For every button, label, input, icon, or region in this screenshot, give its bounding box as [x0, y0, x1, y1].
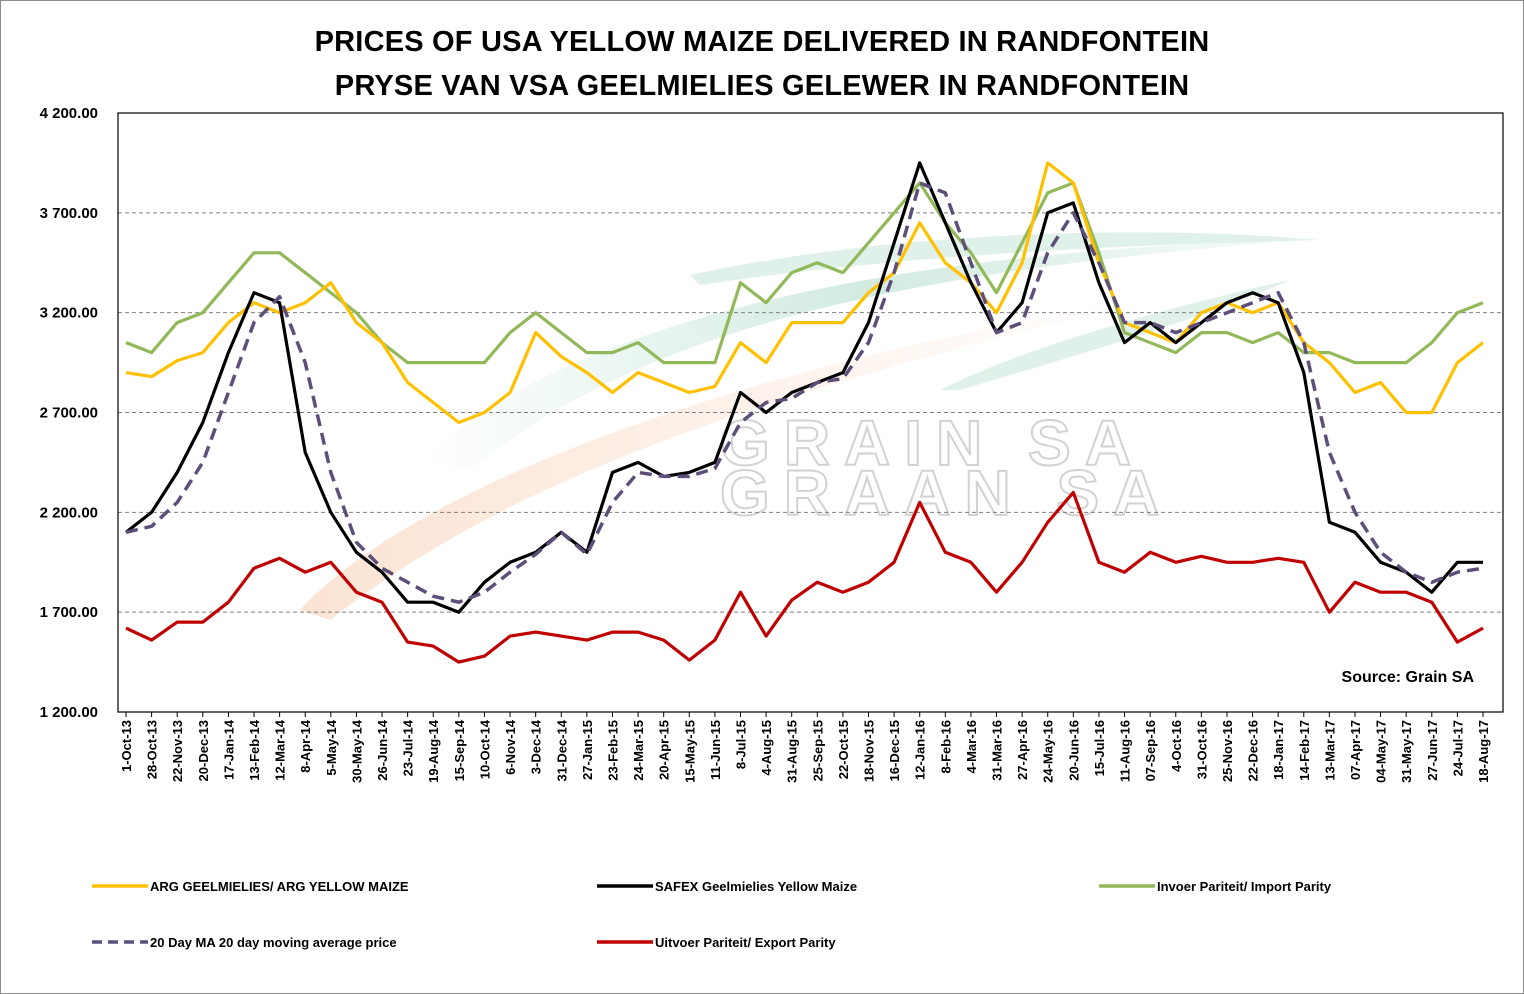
x-tick-label: 31-May-17	[1399, 720, 1414, 783]
x-tick-label: 4-Mar-16	[964, 720, 979, 773]
y-tick-label: 2 200.00	[40, 504, 98, 521]
x-tick-label: 28-Oct-13	[145, 720, 160, 779]
x-tick-label: 8-Jul-15	[733, 720, 748, 769]
series-line-3	[125, 181, 1484, 604]
series-lines	[125, 161, 1484, 664]
x-tick-label: 18-Aug-17	[1476, 720, 1491, 783]
source-label: Source: Grain SA	[1342, 669, 1475, 686]
legend-label: ARG GEELMIELIES/ ARG YELLOW MAIZE	[150, 878, 409, 894]
legend-swatch	[1099, 884, 1155, 888]
legend-label: Invoer Pariteit/ Import Parity	[1157, 878, 1332, 894]
x-tick-label: 18-Nov-15	[862, 720, 877, 782]
series-line-0	[125, 161, 1484, 425]
x-axis-ticks: 1-Oct-13 28-Oct-13 22-Nov-13 20-Dec-13 17-Ja…	[119, 712, 1491, 783]
x-tick-label: 10-Oct-14	[477, 719, 492, 779]
x-tick-label: 14-Feb-17	[1297, 720, 1312, 781]
x-tick-label: 23-Feb-15	[605, 720, 620, 781]
grain-sa-watermark: GRAIN SA GRAAN SA	[300, 232, 1320, 620]
legend-swatch	[597, 940, 653, 944]
legend-swatch	[597, 884, 653, 888]
x-tick-label: 22-Oct-15	[836, 720, 851, 779]
x-tick-label: 27-Apr-16	[1015, 720, 1030, 780]
x-tick-label: 25-Sep-15	[810, 720, 825, 781]
x-tick-label: 11-Jun-15	[708, 720, 723, 780]
x-tick-label: 8-Apr-14	[298, 719, 313, 773]
legend-item: ARG GEELMIELIES/ ARG YELLOW MAIZE	[90, 876, 409, 896]
x-tick-label: 23-Jul-14	[401, 719, 416, 776]
x-tick-label: 26-Jun-14	[375, 719, 390, 780]
x-tick-label: 4-Oct-16	[1169, 720, 1184, 772]
chart-title: PRICES OF USA YELLOW MAIZE DELIVERED IN …	[314, 26, 1210, 58]
plot-border	[117, 112, 1504, 713]
legend-label: Uitvoer Pariteit/ Export Parity	[655, 934, 836, 950]
x-tick-label: 6-Nov-14	[503, 719, 518, 775]
x-tick-label: 15-Jul-16	[1092, 720, 1107, 776]
legend-item: Invoer Pariteit/ Import Parity	[1097, 876, 1331, 896]
x-tick-label: 31-Dec-14	[554, 719, 569, 781]
x-tick-label: 27-Jan-15	[580, 720, 595, 780]
x-tick-label: 20-Dec-13	[196, 720, 211, 781]
x-tick-label: 25-Nov-16	[1220, 720, 1235, 782]
x-tick-label: 19-Aug-14	[426, 719, 441, 783]
x-tick-label: 24-May-16	[1041, 720, 1056, 783]
legend-item: 20 Day MA 20 day moving average price	[90, 932, 397, 952]
x-tick-label: 12-Mar-14	[273, 719, 288, 780]
y-tick-label: 4 200.00	[40, 105, 98, 122]
legend-swatch	[92, 884, 148, 888]
legend-label: SAFEX Geelmielies Yellow Maize	[655, 878, 858, 894]
x-tick-label: 11-Aug-16	[1118, 720, 1133, 782]
y-tick-label: 3 700.00	[40, 205, 98, 222]
x-tick-label: 30-May-14	[349, 719, 364, 783]
legend-swatch	[92, 940, 148, 944]
x-tick-label: 31-Oct-16	[1194, 720, 1209, 779]
y-axis-ticks: 1 200.00 1 700.00 2 200.00 2 700.00 3 200.00…	[40, 105, 98, 721]
x-tick-label: 15-May-15	[682, 720, 697, 783]
x-tick-label: 04-May-17	[1374, 720, 1389, 783]
x-tick-label: 17-Jan-14	[221, 719, 236, 780]
x-tick-label: 15-Sep-14	[452, 719, 467, 781]
x-tick-label: 31-Aug-15	[785, 720, 800, 783]
x-tick-label: 20-Apr-15	[657, 720, 672, 780]
x-tick-label: 3-Dec-14	[529, 719, 544, 774]
x-tick-label: 24-Mar-15	[631, 720, 646, 781]
x-tick-label: 27-Jun-17	[1425, 720, 1440, 781]
series-line-2	[125, 181, 1484, 365]
y-tick-label: 2 700.00	[40, 405, 98, 422]
x-tick-label: 07-Sep-16	[1143, 720, 1158, 781]
x-tick-label: 24-Jul-17	[1450, 720, 1465, 776]
x-tick-label: 12-Jan-16	[913, 720, 928, 780]
legend-item: SAFEX Geelmielies Yellow Maize	[595, 876, 857, 896]
x-tick-label: 31-Mar-16	[990, 720, 1005, 781]
x-tick-label: 4-Aug-15	[759, 720, 774, 776]
x-tick-label: 22-Nov-13	[170, 720, 185, 782]
x-tick-label: 20-Jun-16	[1066, 720, 1081, 781]
x-tick-label: 18-Jan-17	[1271, 720, 1286, 780]
series-line-4	[125, 490, 1484, 664]
x-tick-label: 13-Feb-14	[247, 719, 262, 780]
x-tick-label: 13-Mar-17	[1322, 720, 1337, 781]
x-tick-label: 1-Oct-13	[119, 720, 134, 772]
chart-subtitle: PRYSE VAN VSA GEELMIELIES GELEWER IN RAN…	[334, 70, 1190, 102]
legend-label: 20 Day MA 20 day moving average price	[150, 934, 397, 950]
y-tick-label: 1 200.00	[40, 704, 98, 721]
x-tick-label: 5-May-14	[324, 719, 339, 775]
svg-text:GRAAN SA: GRAAN SA	[720, 457, 1173, 529]
x-tick-label: 16-Dec-15	[887, 720, 902, 781]
series-line-1	[125, 161, 1483, 614]
svg-text:GRAIN SA: GRAIN SA	[720, 407, 1145, 479]
legend-item: Uitvoer Pariteit/ Export Parity	[595, 932, 836, 952]
x-tick-label: 07-Apr-17	[1348, 720, 1363, 780]
y-tick-label: 3 200.00	[40, 305, 98, 322]
x-tick-label: 22-Dec-16	[1246, 720, 1261, 781]
x-tick-label: 8-Feb-16	[938, 720, 953, 773]
y-tick-label: 1 700.00	[40, 604, 98, 621]
